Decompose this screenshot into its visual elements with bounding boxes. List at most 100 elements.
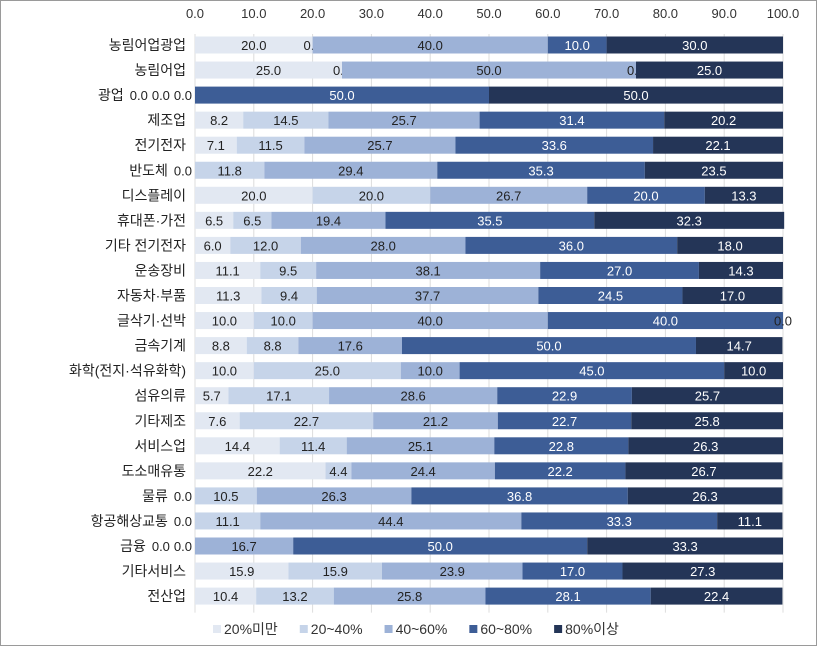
- data-label: 16.7: [231, 539, 256, 554]
- x-tick-label: 40.0: [418, 6, 443, 21]
- data-label: 9.4: [280, 289, 298, 304]
- bar-segment: [256, 587, 334, 605]
- bar-segment: [195, 512, 261, 530]
- data-label: 20.2: [711, 113, 736, 128]
- data-label: 0.0: [130, 88, 148, 103]
- category-label: 항공해상교통: [91, 513, 168, 529]
- bar-segment: [195, 36, 313, 54]
- bar-segment: [325, 462, 352, 480]
- data-label: 11.1: [738, 514, 762, 529]
- bar-segment: [271, 211, 386, 229]
- bar-segment: [195, 537, 294, 555]
- legend-label: 60~80%: [480, 621, 532, 637]
- category-label: 글삭기·선박: [117, 313, 186, 329]
- bar-segment: [300, 236, 466, 254]
- bar-segment: [260, 512, 522, 530]
- data-label: 15.9: [323, 564, 348, 579]
- category-label: 섬유의류: [134, 388, 186, 404]
- bar-segment: [195, 111, 244, 129]
- data-label: 28.6: [400, 389, 425, 404]
- data-label: 25.7: [695, 389, 720, 404]
- data-label: 33.3: [672, 539, 697, 554]
- data-label: 20.0: [633, 188, 658, 203]
- legend-swatch: [469, 625, 478, 633]
- data-label: 36.8: [507, 489, 532, 504]
- data-label: 25.8: [397, 589, 422, 604]
- bar-segment: [682, 287, 783, 304]
- category-label: 서비스업: [134, 438, 186, 454]
- category-label: 금융: [120, 538, 146, 554]
- data-label: 35.5: [477, 213, 502, 228]
- data-label: 17.0: [560, 564, 585, 579]
- category-label: 광업: [98, 87, 124, 103]
- bar-segment: [195, 161, 265, 179]
- bar-segment: [312, 312, 548, 330]
- bar-segment: [298, 337, 402, 355]
- bar-segment: [587, 186, 705, 204]
- data-label: 22.2: [248, 464, 273, 479]
- data-label: 17.0: [720, 289, 745, 304]
- bar-segment: [373, 412, 498, 430]
- bar-segment: [195, 261, 261, 279]
- data-label: 10.5: [213, 489, 238, 504]
- bar-segment: [246, 337, 299, 355]
- data-label: 25.7: [367, 138, 392, 153]
- bar-segment: [316, 261, 541, 279]
- data-label: 13.2: [282, 589, 307, 604]
- bar-segment: [459, 362, 725, 380]
- bar-segment: [195, 287, 262, 304]
- bar-segment: [489, 86, 783, 104]
- bar-segment: [653, 136, 783, 154]
- data-label: 14.7: [727, 339, 752, 354]
- bar-segment: [260, 261, 317, 279]
- data-label: 33.6: [542, 138, 567, 153]
- category-label: 기타제조: [134, 413, 186, 429]
- data-label: 27.0: [607, 263, 632, 278]
- data-label: 11.5: [258, 138, 282, 153]
- bar-segment: [253, 362, 401, 380]
- bar-segment: [677, 236, 783, 254]
- bar-segment: [494, 437, 629, 455]
- data-label: 9.5: [279, 263, 297, 278]
- data-label: 0.0: [174, 539, 192, 554]
- data-label: 0.0: [152, 88, 170, 103]
- data-label: 10.0: [212, 364, 237, 379]
- x-tick-label: 50.0: [476, 6, 501, 21]
- category-label: 휴대폰·가전: [117, 212, 186, 228]
- bar-segment: [385, 211, 595, 229]
- legend-swatch: [299, 625, 308, 633]
- x-tick-label: 20.0: [300, 6, 325, 21]
- data-label: 22.4: [704, 589, 729, 604]
- data-label: 36.0: [559, 238, 584, 253]
- data-label: 22.7: [294, 414, 319, 429]
- bar-segment: [228, 387, 330, 405]
- data-label: 10.0: [418, 364, 443, 379]
- bar-segment: [342, 61, 636, 79]
- bar-segment: [239, 412, 374, 430]
- data-label: 37.7: [415, 289, 440, 304]
- bar-segment: [256, 487, 412, 505]
- bar-segment: [401, 337, 696, 355]
- bar-segment: [664, 111, 783, 129]
- data-label: 7.1: [207, 138, 225, 153]
- bar-segment: [704, 186, 783, 204]
- bar-segment: [644, 161, 783, 179]
- category-label: 디스플레이: [122, 187, 186, 203]
- bar-segment: [333, 587, 486, 605]
- data-label: 24.5: [598, 289, 623, 304]
- data-label: 22.8: [549, 439, 574, 454]
- data-label: 20.0: [241, 38, 266, 53]
- bar-segment: [497, 387, 632, 405]
- data-label: 26.3: [321, 489, 346, 504]
- bar-segment: [497, 412, 632, 430]
- legend-swatch: [384, 625, 393, 633]
- data-label: 11.1: [215, 514, 239, 529]
- category-label: 금속기계: [134, 338, 186, 354]
- bar-segment: [622, 562, 783, 580]
- data-label: 45.0: [579, 364, 604, 379]
- category-label: 반도체: [129, 162, 168, 178]
- data-label: 0.0: [174, 489, 192, 504]
- data-label: 0.0: [174, 514, 192, 529]
- bar-segment: [717, 512, 783, 530]
